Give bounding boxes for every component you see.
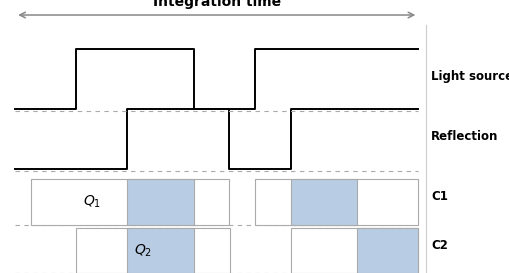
Text: $Q_1$: $Q_1$ xyxy=(82,194,101,210)
Text: Integration time: Integration time xyxy=(152,0,280,9)
Bar xyxy=(290,228,417,273)
Bar xyxy=(356,228,417,273)
Text: $Q_2$: $Q_2$ xyxy=(133,242,152,259)
Bar xyxy=(127,228,193,273)
Text: C1: C1 xyxy=(430,190,447,203)
Bar xyxy=(254,179,417,225)
Text: Light source: Light source xyxy=(430,70,509,83)
Text: C2: C2 xyxy=(430,239,447,252)
Bar xyxy=(31,179,229,225)
Bar xyxy=(76,228,229,273)
Text: Reflection: Reflection xyxy=(430,130,497,143)
Bar xyxy=(127,179,193,225)
Bar xyxy=(290,179,356,225)
